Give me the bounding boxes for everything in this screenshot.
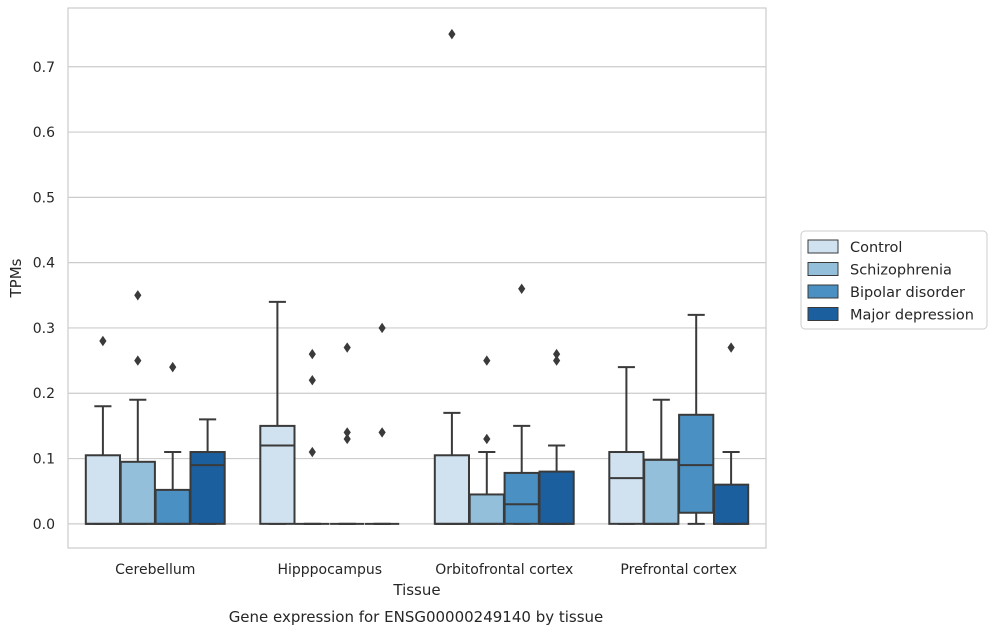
outlier-point bbox=[308, 374, 316, 386]
outlier-point bbox=[343, 433, 351, 445]
box-control bbox=[84, 454, 122, 525]
y-tick-label: 0.2 bbox=[33, 386, 55, 402]
box-bipolar-disorder bbox=[678, 413, 715, 514]
outlier-point bbox=[448, 28, 456, 40]
legend-label: Bipolar disorder bbox=[850, 285, 965, 301]
y-tick-label: 0.4 bbox=[33, 256, 55, 272]
x-tick-labels: Cerebellum Hipppocampus Orbitofrontal cort… bbox=[115, 562, 737, 578]
box-control bbox=[608, 451, 645, 525]
outlier-point bbox=[308, 446, 316, 458]
outlier-point bbox=[99, 335, 107, 347]
outlier-point bbox=[518, 283, 526, 294]
figure-caption: Gene expression for ENSG00000249140 by t… bbox=[229, 608, 604, 626]
legend-label: Major depression bbox=[850, 308, 974, 324]
y-tick-label: 0.5 bbox=[33, 190, 55, 206]
outlier-point bbox=[553, 348, 561, 360]
outlier-point bbox=[378, 427, 386, 438]
box-group bbox=[608, 313, 750, 525]
y-axis-label: TPMs bbox=[7, 258, 25, 298]
y-tick-labels: 0.0 0.1 0.2 0.3 0.4 0.5 0.6 0.7 bbox=[33, 60, 55, 533]
y-tick-label: 0.3 bbox=[33, 321, 55, 337]
outlier-point bbox=[308, 348, 316, 360]
x-tick-label: Cerebellum bbox=[115, 562, 195, 578]
outlier-point bbox=[134, 290, 142, 301]
box-schizophrenia bbox=[119, 460, 156, 525]
y-tick-label: 0.6 bbox=[33, 125, 55, 141]
box-major-depression bbox=[538, 470, 575, 525]
legend-swatch bbox=[807, 284, 839, 299]
plot-frame bbox=[67, 7, 767, 549]
box-schizophrenia bbox=[643, 458, 680, 525]
outlier-point bbox=[483, 355, 491, 366]
y-tick-label: 0.1 bbox=[33, 452, 55, 468]
outlier-point bbox=[483, 433, 491, 445]
box-major-depression bbox=[712, 483, 750, 525]
outlier-point bbox=[169, 361, 177, 373]
legend: Control Schizophrenia Bipolar disorder Majo… bbox=[800, 230, 988, 330]
outlier-point bbox=[343, 427, 351, 438]
box-control bbox=[433, 454, 471, 525]
legend-label: Schizophrenia bbox=[850, 263, 952, 279]
x-axis-label: Tissue bbox=[392, 581, 440, 599]
x-tick-label: Hipppocampus bbox=[277, 562, 382, 578]
outlier-point bbox=[727, 342, 735, 353]
gridlines bbox=[68, 66, 766, 525]
box-schizophrenia bbox=[468, 493, 505, 525]
box-group bbox=[433, 28, 575, 525]
box-group bbox=[84, 290, 226, 525]
outlier-point bbox=[553, 355, 561, 366]
legend-label: Control bbox=[850, 240, 902, 256]
box-major-depression bbox=[189, 451, 226, 525]
x-tick-label: Prefrontal cortex bbox=[620, 562, 737, 578]
legend-frame bbox=[800, 230, 988, 330]
y-tick-label: 0.7 bbox=[33, 60, 55, 76]
box-bipolar-disorder bbox=[154, 488, 191, 525]
legend-swatch bbox=[807, 262, 839, 276]
legend-swatch bbox=[807, 239, 839, 254]
box-group bbox=[259, 300, 400, 525]
box-groups bbox=[84, 28, 750, 525]
legend-swatch bbox=[807, 307, 839, 321]
box-control bbox=[259, 424, 296, 525]
outlier-point bbox=[343, 342, 351, 353]
x-tick-label: Orbitofrontal cortex bbox=[435, 562, 573, 578]
outlier-point bbox=[134, 355, 142, 366]
y-tick-label: 0.0 bbox=[33, 517, 55, 533]
box-bipolar-disorder bbox=[503, 471, 540, 525]
outlier-point bbox=[378, 322, 386, 334]
